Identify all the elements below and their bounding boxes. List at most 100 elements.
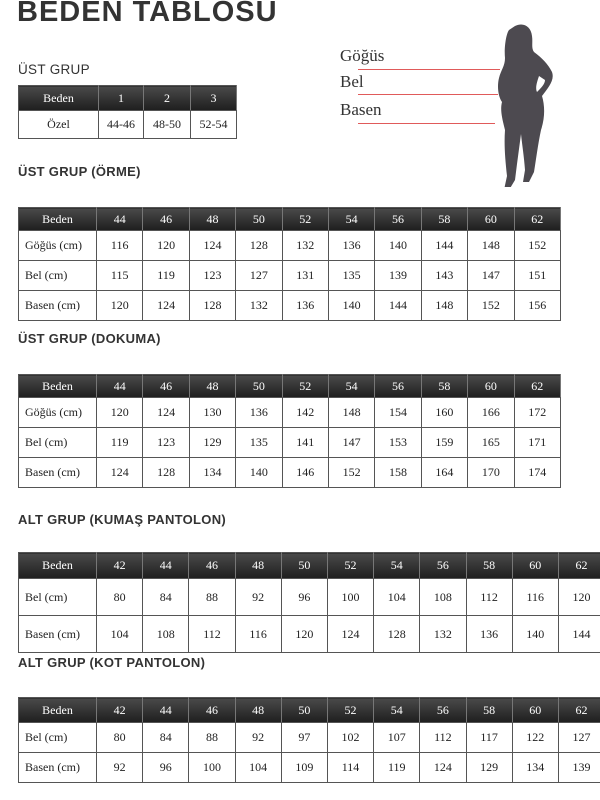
value-cell: 171	[513, 427, 561, 458]
header-cell: 46	[142, 374, 190, 398]
section-title: ÜST GRUP	[18, 62, 90, 77]
value-cell: 119	[373, 752, 421, 783]
header-cell: 60	[467, 374, 515, 398]
value-cell: 84	[142, 722, 190, 753]
value-cell: 104	[234, 752, 282, 783]
value-cell: 80	[95, 722, 144, 753]
table-header-row: Beden 1 2 3	[18, 85, 237, 111]
row-label-cell: Basen (cm)	[18, 615, 97, 653]
table-row: Bel (cm) 80 84 88 92 97 102 107 112 117 122 127	[18, 722, 600, 753]
value-cell: 128	[373, 615, 421, 653]
value-cell: 120	[142, 230, 190, 261]
header-cell: 46	[188, 552, 236, 579]
value-cell: 152	[513, 230, 561, 261]
header-cell: 62	[557, 697, 600, 723]
table-header-row: Beden 42 44 46 48 50 52 54 56 58 60 62	[18, 697, 600, 723]
value-cell: 144	[374, 290, 422, 321]
hips-line	[358, 123, 495, 124]
header-cell: 54	[373, 697, 421, 723]
value-cell: 166	[467, 397, 515, 428]
header-cell: 50	[235, 207, 283, 231]
row-label-cell: Göğüs (cm)	[18, 230, 97, 261]
value-cell: 152	[327, 457, 376, 488]
value-cell: 120	[95, 397, 144, 428]
header-cell: 48	[188, 374, 237, 398]
value-cell: 147	[467, 260, 515, 291]
value-cell: 148	[420, 290, 469, 321]
table-header-row: Beden 44 46 48 50 52 54 56 58 60 62	[18, 374, 561, 398]
value-cell: 160	[420, 397, 469, 428]
header-cell: 48	[234, 552, 282, 579]
value-cell: 140	[327, 290, 376, 321]
row-label-cell: Basen (cm)	[18, 752, 97, 783]
header-cell: 42	[95, 552, 144, 579]
value-cell: 128	[188, 290, 237, 321]
figure-label-chest: Göğüs	[340, 46, 385, 65]
header-cell: 54	[327, 374, 376, 398]
section-title: ÜST GRUP (ÖRME)	[18, 164, 141, 179]
value-cell: 129	[188, 427, 237, 458]
value-cell: 158	[374, 457, 422, 488]
header-cell: 44	[95, 374, 144, 398]
value-cell: 88	[188, 722, 236, 753]
value-cell: 132	[235, 290, 283, 321]
value-cell: 119	[142, 260, 190, 291]
header-cell: 58	[465, 552, 513, 579]
value-cell: 139	[374, 260, 422, 291]
value-cell: 97	[280, 722, 328, 753]
header-cell: Beden	[18, 85, 99, 111]
table-row: Özel 44-46 48-50 52-54	[18, 110, 237, 139]
header-cell: 62	[513, 207, 561, 231]
value-cell: 92	[234, 578, 282, 616]
size-table: Beden 42 44 46 48 50 52 54 56 58 60 62 Bel (cm) 80 84 8…	[18, 552, 600, 653]
value-cell: 143	[420, 260, 469, 291]
header-cell: 50	[280, 697, 328, 723]
row-label-cell: Bel (cm)	[18, 578, 97, 616]
value-cell: 112	[465, 578, 513, 616]
header-cell: 58	[465, 697, 513, 723]
value-cell: 128	[235, 230, 283, 261]
header-cell: 52	[326, 697, 375, 723]
value-cell: 116	[511, 578, 559, 616]
table-header-row: Beden 44 46 48 50 52 54 56 58 60 62	[18, 207, 561, 231]
table-row: Bel (cm) 115 119 123 127 131 135 139 143 147 151	[18, 260, 561, 291]
table-row: Basen (cm) 120 124 128 132 136 140 144 148 152 156	[18, 290, 561, 321]
value-cell: 144	[557, 615, 600, 653]
header-cell: 48	[188, 207, 237, 231]
header-cell: Beden	[18, 207, 97, 231]
value-cell: 108	[419, 578, 467, 616]
value-cell: 148	[467, 230, 515, 261]
size-table: Beden 1 2 3 Özel 44-46 48-50 52-54	[18, 85, 237, 139]
value-cell: 134	[188, 457, 237, 488]
value-cell: 115	[95, 260, 144, 291]
value-cell: 124	[419, 752, 467, 783]
value-cell: 109	[280, 752, 328, 783]
value-cell: 100	[326, 578, 375, 616]
row-label-cell: Göğüs (cm)	[18, 397, 97, 428]
value-cell: 174	[513, 457, 561, 488]
value-cell: 96	[142, 752, 190, 783]
section-title: ALT GRUP (KUMAŞ PANTOLON)	[18, 512, 227, 527]
section-title: ALT GRUP (KOT PANTOLON)	[18, 655, 206, 670]
value-cell: 124	[142, 397, 190, 428]
value-cell: 139	[557, 752, 600, 783]
value-cell: 112	[188, 615, 236, 653]
value-cell: 123	[188, 260, 237, 291]
value-cell: 130	[188, 397, 237, 428]
value-cell: 134	[511, 752, 559, 783]
value-cell: 84	[142, 578, 190, 616]
table-header-row: Beden 42 44 46 48 50 52 54 56 58 60 62	[18, 552, 600, 579]
value-cell: 127	[557, 722, 600, 753]
value-cell: 112	[419, 722, 467, 753]
header-cell: 52	[281, 207, 329, 231]
header-cell: 60	[511, 697, 559, 723]
value-cell: 124	[188, 230, 237, 261]
size-table: Beden 44 46 48 50 52 54 56 58 60 62 Göğüs (cm) 120 12…	[18, 374, 561, 488]
value-cell: 120	[557, 578, 600, 616]
value-cell: 92	[234, 722, 282, 753]
header-cell: 62	[513, 374, 561, 398]
table-row: Göğüs (cm) 116 120 124 128 132 136 140 144 148 152	[18, 230, 561, 261]
header-cell: 48	[234, 697, 282, 723]
header-cell: 1	[98, 85, 144, 111]
value-cell: 152	[467, 290, 515, 321]
